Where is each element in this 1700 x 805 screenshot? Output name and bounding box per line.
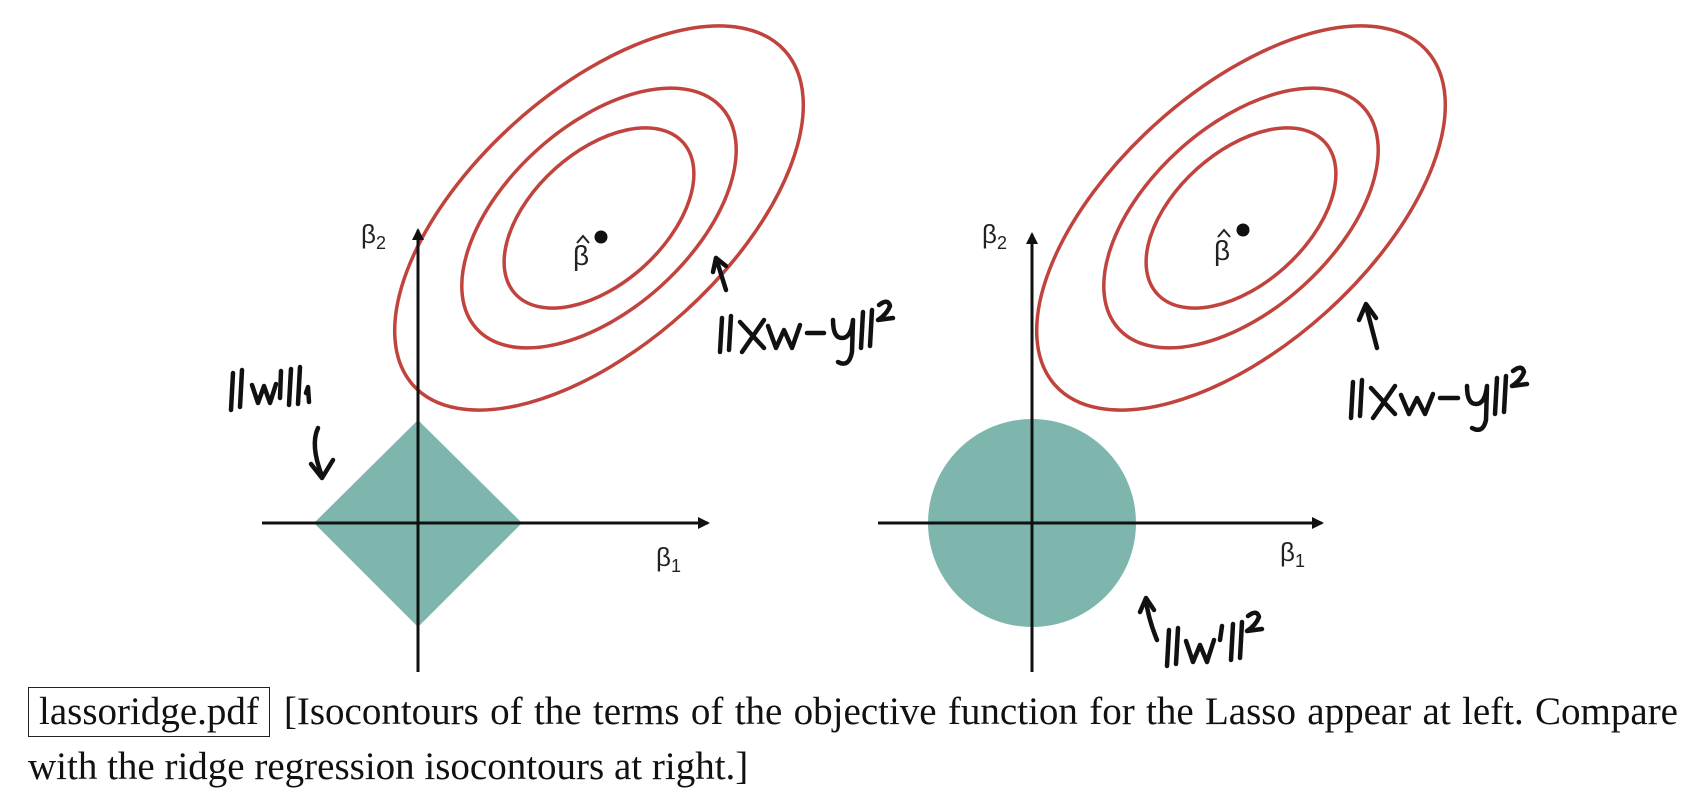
figure-caption: lassoridge.pdf [Isocontours of the terms …	[28, 684, 1678, 794]
lasso-isocontours	[392, 24, 806, 412]
ridge-l2-norm-annotation	[1164, 610, 1265, 669]
lasso-l1-norm-annotation	[228, 364, 312, 413]
ridge-y-axis-label: β2	[982, 219, 1007, 253]
ridge-loss-annotation	[1348, 365, 1530, 432]
ridge-contour-middle	[1102, 86, 1380, 350]
ridge-panel: β2 β1 β	[878, 24, 1530, 672]
ridge-contour-inner	[1144, 126, 1338, 310]
ridge-optimum-label: β	[1214, 235, 1230, 266]
lasso-optimum-label: β	[573, 240, 589, 271]
ridge-isocontours	[1034, 24, 1448, 412]
ridge-loss-arrow-icon	[1356, 301, 1380, 351]
caption-text: [Isocontours of the terms of the objecti…	[28, 690, 1678, 788]
lasso-contour-middle	[460, 86, 738, 350]
lasso-contour-outer	[392, 24, 806, 412]
lasso-ridge-figure: β2 β1 β	[228, 24, 1530, 672]
lasso-l1-arrow-icon	[308, 425, 336, 481]
file-label: lassoridge.pdf	[28, 687, 270, 737]
lasso-optimum-hat	[576, 234, 590, 244]
lasso-loss-annotation	[717, 299, 896, 366]
ridge-contour-outer	[1034, 24, 1448, 412]
ridge-l2-arrow-icon	[1137, 595, 1160, 643]
lasso-optimum-point	[594, 230, 608, 244]
lasso-x-axis-label: β1	[656, 542, 681, 576]
ridge-x-axis-label: β1	[1280, 537, 1305, 571]
lasso-y-axis-label: β2	[361, 219, 386, 253]
ridge-optimum-point	[1236, 223, 1250, 237]
lasso-panel: β2 β1 β	[228, 24, 896, 672]
lasso-contour-inner	[502, 126, 696, 310]
lasso-loss-arrow-icon	[710, 255, 729, 293]
ridge-optimum-hat	[1217, 228, 1231, 238]
